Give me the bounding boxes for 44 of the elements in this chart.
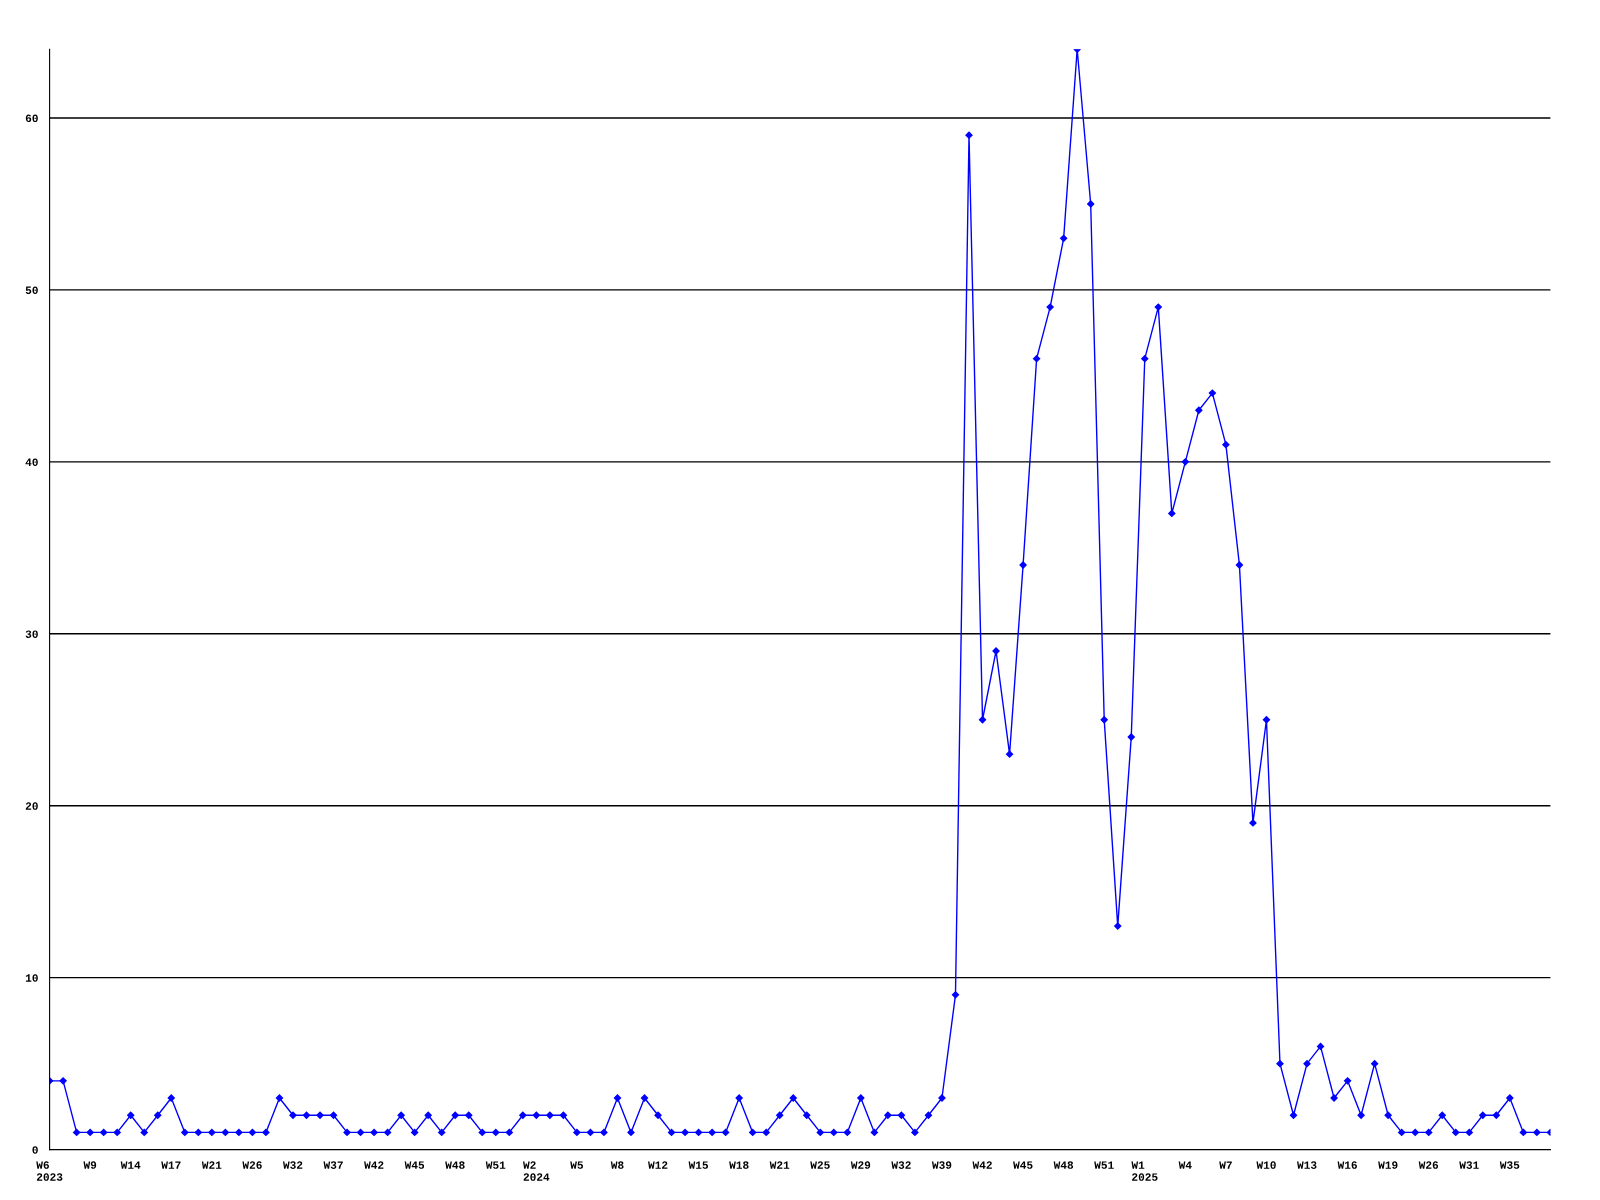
y-tick-label: 0 xyxy=(32,1146,38,1154)
x-tick-label: W48 xyxy=(445,1161,465,1169)
x-tick-label: W42 xyxy=(972,1161,992,1169)
x-tick-label: W32 xyxy=(282,1161,303,1169)
x-tick-label: W2 2024 xyxy=(523,1161,550,1181)
y-tick-label: 40 xyxy=(25,458,38,466)
y-tick-label: 30 xyxy=(25,630,38,638)
x-tick-label: W8 xyxy=(610,1161,624,1169)
x-tick-label: W32 xyxy=(891,1161,911,1169)
x-tick-label: W4 xyxy=(1178,1161,1192,1169)
x-tick-label: W51 xyxy=(485,1161,506,1169)
x-tick-label: W26 xyxy=(1418,1161,1439,1169)
x-tick-label: W12 xyxy=(648,1161,668,1169)
x-tick-label: W5 xyxy=(570,1161,583,1169)
x-tick-label: W10 xyxy=(1256,1161,1276,1169)
x-tick-label: W35 xyxy=(1499,1161,1520,1169)
x-tick-label: W13 xyxy=(1297,1161,1317,1169)
x-tick-label: W18 xyxy=(729,1161,749,1169)
x-tick-label: W21 xyxy=(201,1161,222,1169)
x-tick-label: W1 2025 xyxy=(1131,1161,1158,1181)
x-tick-label: W6 2023 xyxy=(36,1161,63,1181)
y-tick-label: 50 xyxy=(25,286,38,295)
x-tick-label: W29 xyxy=(850,1161,871,1169)
x-tick-label: W48 xyxy=(1053,1161,1074,1169)
x-tick-label: W15 xyxy=(688,1161,709,1169)
x-tick-label: W25 xyxy=(810,1161,830,1169)
y-tick-label: 60 xyxy=(25,114,38,123)
x-tick-label: W7 xyxy=(1219,1161,1232,1169)
x-tick-label: W45 xyxy=(1013,1161,1033,1169)
x-tick-label: W37 xyxy=(323,1161,343,1169)
x-tick-label: W31 xyxy=(1459,1161,1479,1169)
x-tick-label: W42 xyxy=(364,1161,384,1169)
x-tick-label: W26 xyxy=(242,1161,262,1169)
x-tick-label: W21 xyxy=(769,1161,790,1169)
x-tick-label: W9 xyxy=(83,1161,97,1169)
x-tick-label: W17 xyxy=(161,1161,181,1169)
y-tick-label: 10 xyxy=(25,974,38,982)
x-tick-label: W19 xyxy=(1378,1161,1398,1169)
x-tick-label: W45 xyxy=(404,1161,425,1169)
x-tick-label: W39 xyxy=(931,1161,952,1169)
y-tick-label: 20 xyxy=(25,802,38,810)
x-tick-label: W16 xyxy=(1337,1161,1357,1169)
x-tick-label: W14 xyxy=(120,1161,141,1169)
x-tick-label: W51 xyxy=(1094,1161,1114,1169)
